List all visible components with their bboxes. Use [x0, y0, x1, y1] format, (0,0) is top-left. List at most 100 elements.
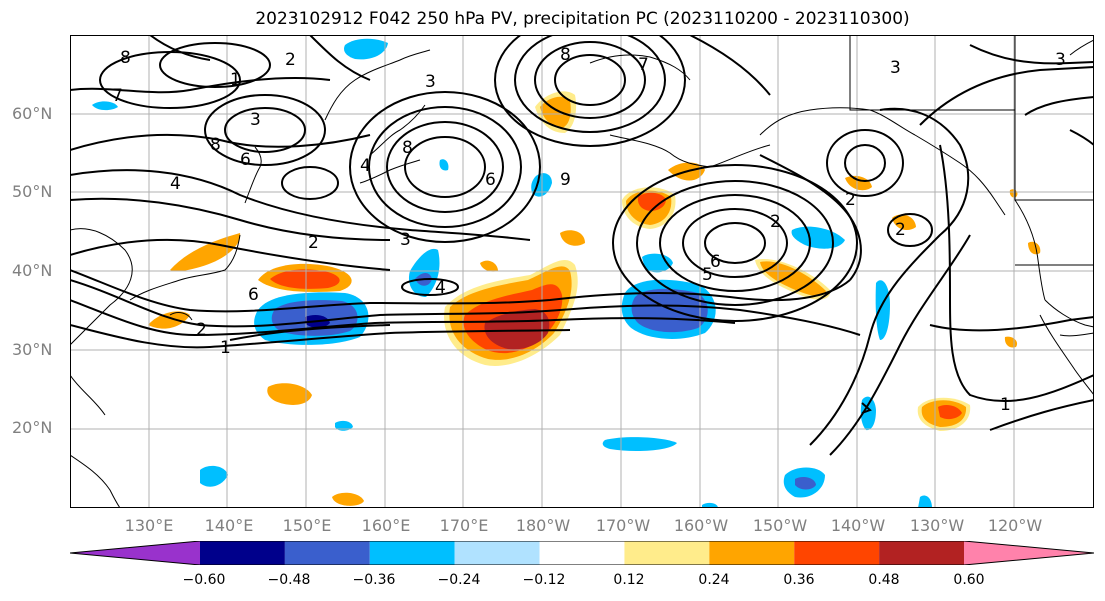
colorbar — [70, 541, 1094, 565]
colorbar-tick-label: 0.36 — [783, 572, 815, 588]
precip-positive-area — [484, 309, 550, 350]
coastlines — [70, 35, 1094, 508]
contour-label: 4 — [360, 156, 371, 176]
precip-positive-area — [480, 260, 498, 272]
precip-positive-area — [845, 175, 872, 191]
colorbar-segment — [454, 541, 540, 565]
lon-label-140e: 140°E — [204, 516, 254, 535]
contour-label: 2 — [285, 50, 296, 70]
precip-positive-area — [267, 383, 312, 405]
colorbar-segment — [964, 541, 1094, 565]
lon-label-150e: 150°E — [282, 516, 332, 535]
precip-positive-area — [892, 214, 916, 230]
lon-label-180w: 180°W — [515, 516, 571, 535]
colorbar-tick-label: 0.48 — [868, 572, 900, 588]
precip-negative-area — [602, 437, 677, 451]
precip-negative-area — [875, 280, 890, 340]
lat-label-50n: 50°N — [12, 182, 53, 201]
contour-label: 7 — [112, 86, 123, 106]
colorbar-segment — [284, 541, 370, 565]
lon-label-130w: 130°W — [909, 516, 965, 535]
precip-negative-area — [344, 38, 388, 60]
contour-label: 8 — [210, 135, 221, 155]
colorbar-segments — [70, 541, 1094, 565]
colorbar-segment — [709, 541, 795, 565]
contour-label: 1 — [230, 70, 241, 90]
contour-label: 5 — [702, 265, 713, 285]
precip-positive-area — [1028, 241, 1041, 255]
lat-label-60n: 60°N — [12, 104, 53, 123]
precip-negative-area — [200, 465, 228, 487]
precip-positive-area — [560, 230, 585, 246]
contour-label: 2 — [770, 212, 781, 232]
contour-label: 6 — [485, 170, 496, 190]
colorbar-tick-label: −0.12 — [522, 572, 566, 588]
contour-label: 7 — [638, 55, 649, 75]
contour-label: 6 — [240, 150, 251, 170]
contour-label: 3 — [425, 72, 436, 92]
lon-label-170e: 170°E — [439, 516, 489, 535]
contour-label: 3 — [1055, 50, 1066, 70]
contour-label: 2 — [308, 233, 319, 253]
precip-positive-area — [637, 192, 666, 211]
contour-label: 2 — [895, 220, 906, 240]
contour-label: 3 — [250, 110, 261, 130]
contour-label: 4 — [170, 174, 181, 194]
contour-label: 8 — [120, 48, 131, 68]
map-title: 2023102912 F042 250 hPa PV, precipitatio… — [255, 9, 910, 29]
precip-positive-area — [148, 311, 190, 329]
colorbar-tick-label: −0.36 — [352, 572, 396, 588]
contour-label: 1 — [1000, 395, 1011, 415]
colorbar-tick-label: −0.60 — [182, 572, 226, 588]
precip-negative-area — [408, 248, 440, 297]
colorbar-segment — [794, 541, 880, 565]
contour-label: 8 — [560, 45, 571, 65]
colorbar-segment — [539, 541, 625, 565]
contour-label: 2 — [196, 320, 207, 340]
lat-label-40n: 40°N — [12, 261, 53, 280]
precip-positive-area — [760, 261, 826, 296]
precip-positive-area — [270, 269, 340, 289]
colorbar-segment — [369, 541, 455, 565]
lat-label-30n: 30°N — [12, 340, 53, 359]
precip-positive-area — [1004, 336, 1018, 348]
contour-label: 3 — [400, 230, 411, 250]
pv-contours — [70, 35, 1094, 456]
lon-label-170w: 170°W — [595, 516, 651, 535]
colorbar-tick-label: −0.48 — [267, 572, 311, 588]
contour-label: 1 — [220, 338, 231, 358]
colorbar-segment — [70, 541, 200, 565]
precip-negative-area — [918, 495, 932, 508]
contour-label: 6 — [710, 252, 721, 272]
precip-positive-area — [170, 233, 241, 272]
precip-negative-area — [92, 101, 118, 111]
colorbar-tick-label: 0.24 — [698, 572, 730, 588]
lon-label-140w: 140°W — [830, 516, 886, 535]
lat-label-20n: 20°N — [12, 418, 53, 437]
precip-positive-area — [938, 405, 962, 420]
precip-positive-area — [332, 492, 364, 506]
lon-label-160w: 160°W — [673, 516, 729, 535]
lon-label-150w: 150°W — [752, 516, 808, 535]
map-frame — [70, 35, 1094, 508]
lon-label-120w: 120°W — [987, 516, 1043, 535]
contour-label: 2 — [845, 190, 856, 210]
precip-negative-area — [795, 477, 816, 490]
gridlines — [70, 35, 1094, 508]
colorbar-segment — [624, 541, 710, 565]
precip-negative-area — [439, 159, 449, 171]
lon-label-130e: 130°E — [124, 516, 174, 535]
colorbar-segment — [879, 541, 964, 565]
colorbar-tick-label: 0.12 — [613, 572, 645, 588]
contour-labels: 8 7 1 2 3 8 4 2 6 2 1 6 4 8 3 9 6 4 7 8 … — [112, 45, 1066, 415]
colorbar-tick-label: −0.24 — [437, 572, 481, 588]
precip-negative-area — [791, 226, 845, 249]
precip-negative-area — [642, 253, 673, 273]
pv-precip-map: 8 7 1 2 3 8 4 2 6 2 1 6 4 8 3 9 6 4 7 8 … — [70, 35, 1094, 508]
contour-label: 4 — [435, 278, 446, 298]
lon-label-160e: 160°E — [361, 516, 411, 535]
contour-label: 6 — [248, 285, 259, 305]
contour-label: 9 — [560, 170, 571, 190]
colorbar-segment — [200, 541, 285, 565]
precip-negative-area — [702, 502, 718, 508]
